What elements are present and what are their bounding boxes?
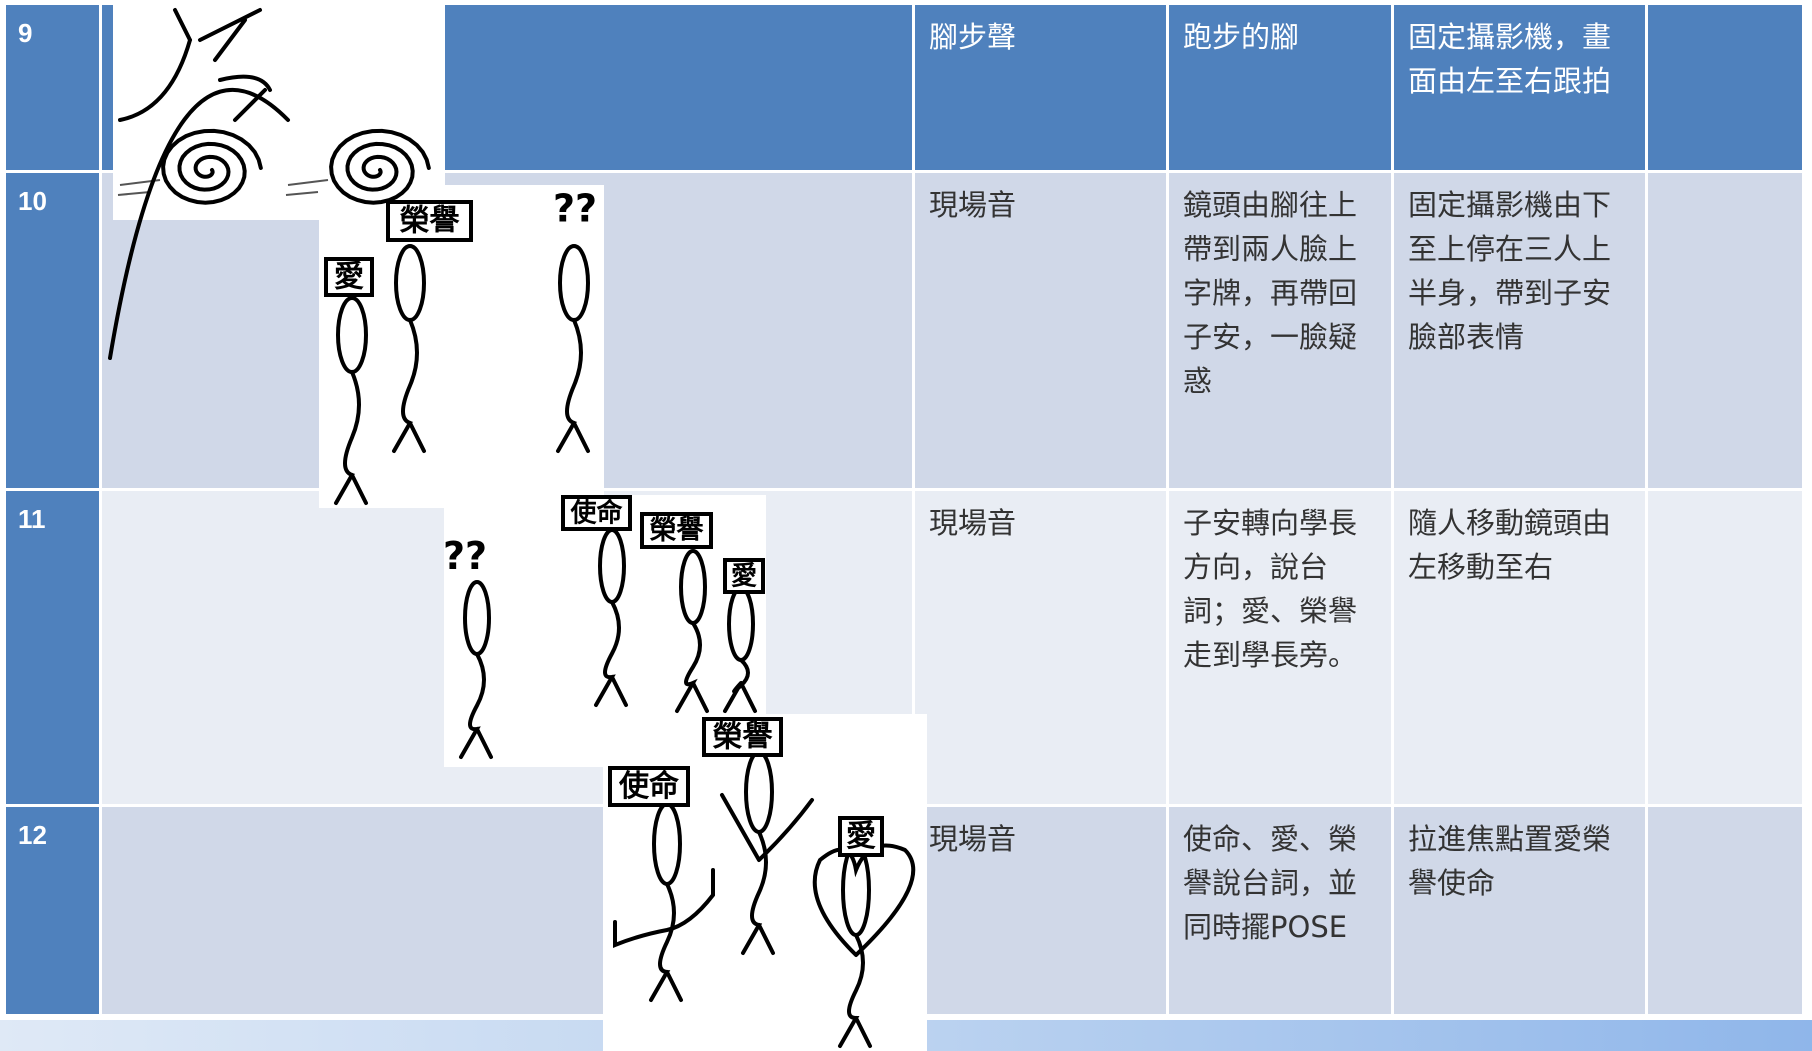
- label-box: [608, 766, 690, 807]
- sketch-label: 愛: [731, 562, 757, 592]
- sketch-label: 榮譽: [650, 515, 705, 546]
- camera-cell: 固定攝影機由下至上停在三人上半身，帶到子安臉部表情: [1394, 173, 1645, 488]
- figure-body: [594, 600, 628, 707]
- sound-cell: 現場音: [915, 491, 1166, 804]
- label-box: [561, 495, 632, 531]
- question-marks: ??: [553, 187, 597, 231]
- swirl: [161, 128, 263, 205]
- foot: [108, 88, 290, 360]
- arms: [613, 793, 814, 948]
- label-box: [324, 257, 374, 297]
- action-cell: 跑步的腳: [1169, 5, 1391, 170]
- figure-body: [838, 933, 872, 1048]
- camera-cell: 隨人移動鏡頭由左移動至右: [1394, 491, 1645, 804]
- label-box: [702, 717, 783, 757]
- sound-cell: 腳步聲: [915, 5, 1166, 170]
- row-number: 12: [6, 807, 99, 1014]
- figure-body: [675, 621, 709, 713]
- label-box: [640, 512, 713, 549]
- label-box: [838, 816, 884, 857]
- sketch-label: 使命: [618, 769, 680, 804]
- sound-cell: 現場音: [915, 173, 1166, 488]
- cell: [1648, 491, 1802, 804]
- figure-body: [556, 318, 590, 453]
- row-number: 10: [6, 173, 99, 488]
- figure-body: [741, 830, 775, 955]
- label-box: [386, 200, 473, 242]
- swirl: [329, 128, 431, 205]
- sketch-label: 榮譽: [400, 204, 460, 239]
- sound-cell: 現場音: [915, 807, 1166, 1014]
- figure-body: [649, 882, 683, 1002]
- sketch-label: 榮譽: [713, 720, 773, 755]
- action-cell: 使命、愛、榮譽說台詞，並同時擺POSE: [1169, 807, 1391, 1014]
- row-number: 11: [6, 491, 99, 804]
- cell: [1648, 5, 1802, 170]
- sketch-label: 愛: [846, 819, 876, 854]
- label-box: [723, 558, 765, 594]
- action-cell: 子安轉向學長方向，說台詞；愛、榮譽走到學長旁。: [1169, 491, 1391, 804]
- figure-body: [334, 370, 368, 505]
- figure-body: [723, 658, 757, 713]
- sketch-label: 愛: [334, 260, 364, 295]
- cell: [1648, 173, 1802, 488]
- figure-body: [459, 652, 493, 759]
- heart: [812, 843, 916, 957]
- speed-lines: [285, 179, 329, 196]
- figure-body: [392, 318, 426, 453]
- cell: [1648, 807, 1802, 1014]
- sketch-label: 使命: [569, 498, 623, 529]
- action-cell: 鏡頭由腳往上帶到兩人臉上字牌，再帶回子安，一臉疑惑: [1169, 173, 1391, 488]
- question-marks: ??: [443, 534, 487, 578]
- camera-cell: 拉進焦點置愛榮譽使命: [1394, 807, 1645, 1014]
- foot: [118, 8, 272, 122]
- camera-cell: 固定攝影機，畫面由左至右跟拍: [1394, 5, 1645, 170]
- row-number: 9: [6, 5, 99, 170]
